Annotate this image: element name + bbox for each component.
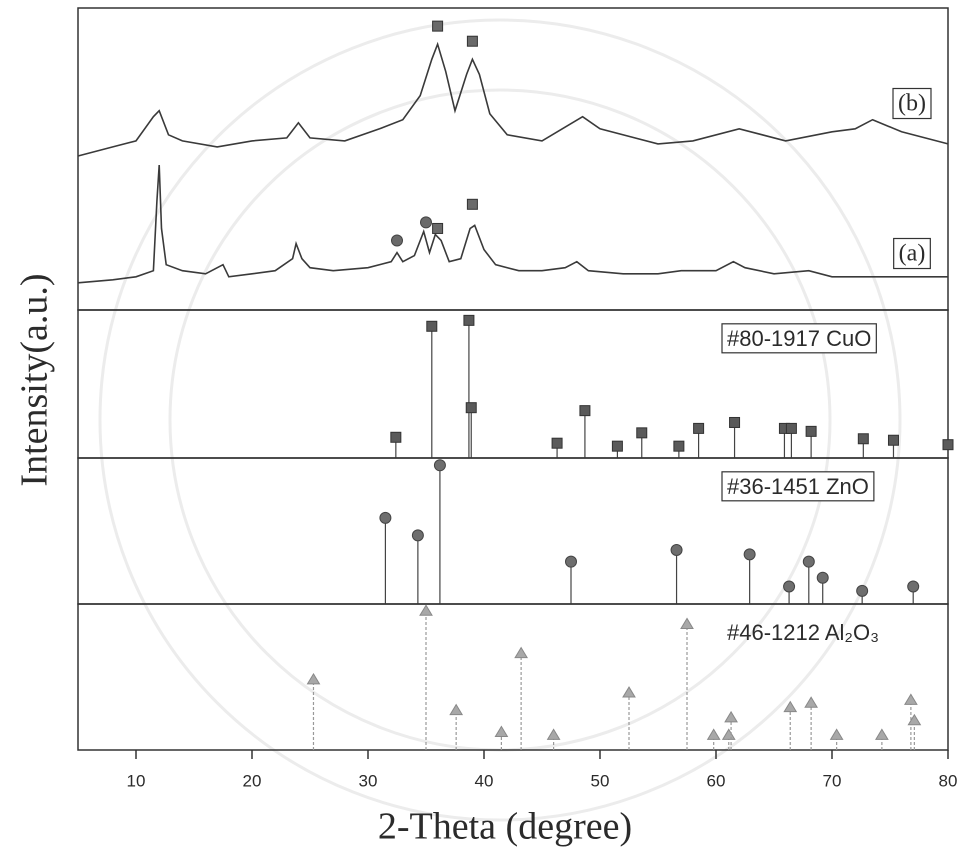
marker-square (729, 416, 741, 428)
marker-square (390, 431, 402, 443)
x-tick-label: 60 (707, 771, 726, 790)
marker-circle (907, 580, 920, 593)
y-axis-label: Intensity(a.u.) (14, 273, 56, 486)
marker-square (673, 440, 685, 452)
pattern-label: #36-1451 ZnO (727, 474, 869, 499)
marker-circle (420, 216, 432, 229)
marker-square (887, 434, 899, 446)
label-box (892, 87, 932, 120)
marker-circle (743, 548, 756, 561)
marker-square (463, 314, 475, 326)
marker-triangle (804, 696, 819, 708)
marker-square (466, 35, 478, 47)
legend-label: (a) (899, 241, 926, 267)
marker-square (805, 425, 817, 437)
marker-circle (783, 580, 796, 593)
x-tick-label: 80 (939, 771, 958, 790)
marker-circle (565, 555, 577, 568)
marker-square (611, 440, 623, 452)
marker-square (466, 198, 478, 210)
marker-triangle (907, 713, 922, 726)
marker-circle (411, 529, 424, 542)
marker-circle (433, 459, 446, 472)
marker-triangle (449, 703, 464, 716)
marker-square (432, 20, 444, 32)
marker-triangle (783, 700, 798, 713)
marker-square (693, 422, 705, 434)
marker-triangle (622, 686, 636, 698)
x-tick-label: 70 (823, 771, 842, 790)
marker-triangle (829, 728, 844, 740)
xrd-trace (77, 41, 949, 157)
marker-square (579, 405, 591, 417)
marker-triangle (514, 646, 529, 659)
x-tick-label: 30 (359, 771, 378, 790)
marker-triangle (721, 728, 736, 740)
marker-triangle (874, 728, 889, 740)
marker-square (785, 422, 797, 434)
x-tick-label: 50 (591, 771, 610, 790)
marker-square (465, 402, 477, 414)
marker-triangle (306, 672, 321, 685)
marker-triangle (419, 604, 433, 616)
marker-triangle (680, 617, 694, 629)
marker-square (426, 320, 438, 332)
marker-circle (670, 543, 683, 556)
marker-circle (802, 555, 815, 568)
watermark-ring (98, 18, 902, 822)
marker-triangle (724, 710, 738, 723)
marker-circle (379, 511, 392, 524)
marker-triangle (494, 725, 509, 737)
label-box (721, 471, 875, 502)
marker-square (551, 437, 563, 449)
x-tick-label: 40 (475, 771, 494, 790)
pattern-label: #80-1917 CuO (727, 326, 871, 351)
x-tick-label: 10 (127, 771, 146, 790)
marker-triangle (546, 728, 561, 740)
panel-frame (77, 603, 949, 751)
marker-circle (816, 571, 829, 584)
label-box (893, 237, 931, 270)
marker-square (942, 439, 954, 451)
xrd-trace (77, 164, 948, 284)
marker-square (636, 427, 648, 439)
x-axis-label: 2-Theta (degree) (378, 806, 632, 848)
marker-circle (856, 584, 869, 597)
marker-square (857, 433, 869, 445)
x-tick-label: 20 (243, 771, 262, 790)
marker-circle (391, 234, 403, 247)
pattern-label: #46-1212 Al₂O₃ (727, 620, 879, 645)
legend-label: (b) (898, 91, 926, 117)
marker-triangle (903, 693, 918, 705)
marker-triangle (706, 728, 721, 740)
label-box (721, 323, 877, 354)
marker-square (432, 222, 444, 234)
